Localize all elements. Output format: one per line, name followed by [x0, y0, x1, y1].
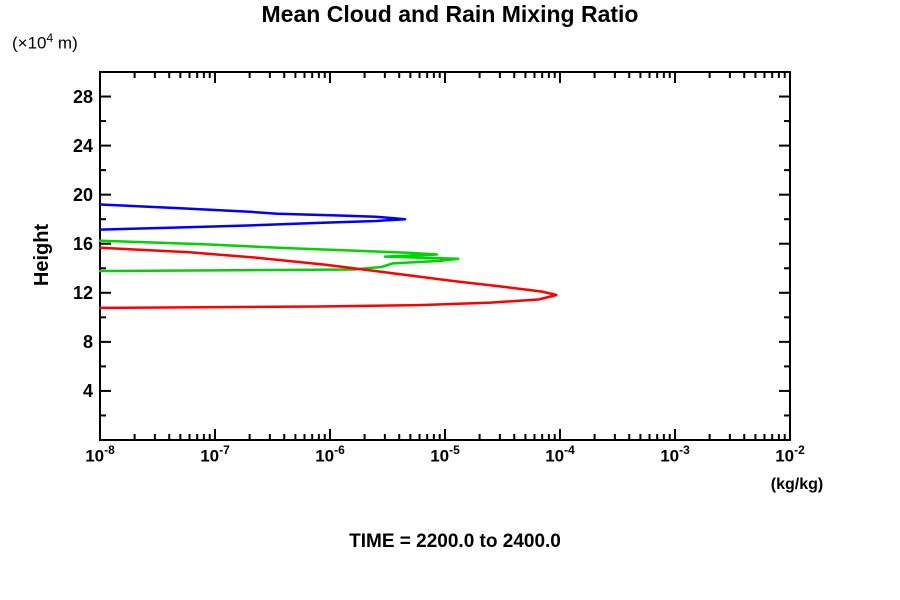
y-tick-label: 12 — [72, 282, 93, 303]
y-tick-label: 28 — [72, 86, 93, 107]
y-tick-label: 20 — [72, 184, 93, 205]
x-tick-label: 10-5 — [430, 443, 460, 466]
x-tick-label: 10-7 — [200, 443, 230, 466]
time-caption: TIME = 2200.0 to 2400.0 — [349, 531, 561, 552]
y-tick-label: 16 — [72, 233, 93, 254]
chart-title: Mean Cloud and Rain Mixing Ratio — [261, 1, 639, 27]
y-unit-exponent: 4 — [46, 31, 54, 45]
x-tick-label: 10-3 — [660, 443, 690, 466]
x-tick-label: 10-2 — [775, 443, 805, 466]
y-tick-label: 4 — [82, 380, 93, 401]
x-tick-label: 10-4 — [545, 443, 575, 466]
green-profile-curve — [98, 239, 460, 273]
blue-profile-curve — [98, 203, 407, 231]
y-axis-unit-label: (×104 m) — [12, 31, 78, 54]
x-tick-label: 10-6 — [315, 443, 345, 466]
x-tick-label: 10-8 — [85, 443, 115, 466]
plot-box — [99, 71, 791, 441]
y-tick-label: 8 — [82, 331, 93, 352]
y-unit-prefix: (×10 — [12, 33, 47, 53]
y-unit-suffix: m) — [53, 33, 78, 53]
x-axis-unit-label: (kg/kg) — [770, 476, 824, 493]
red-profile-curve — [98, 246, 558, 310]
y-tick-label: 24 — [72, 135, 93, 156]
